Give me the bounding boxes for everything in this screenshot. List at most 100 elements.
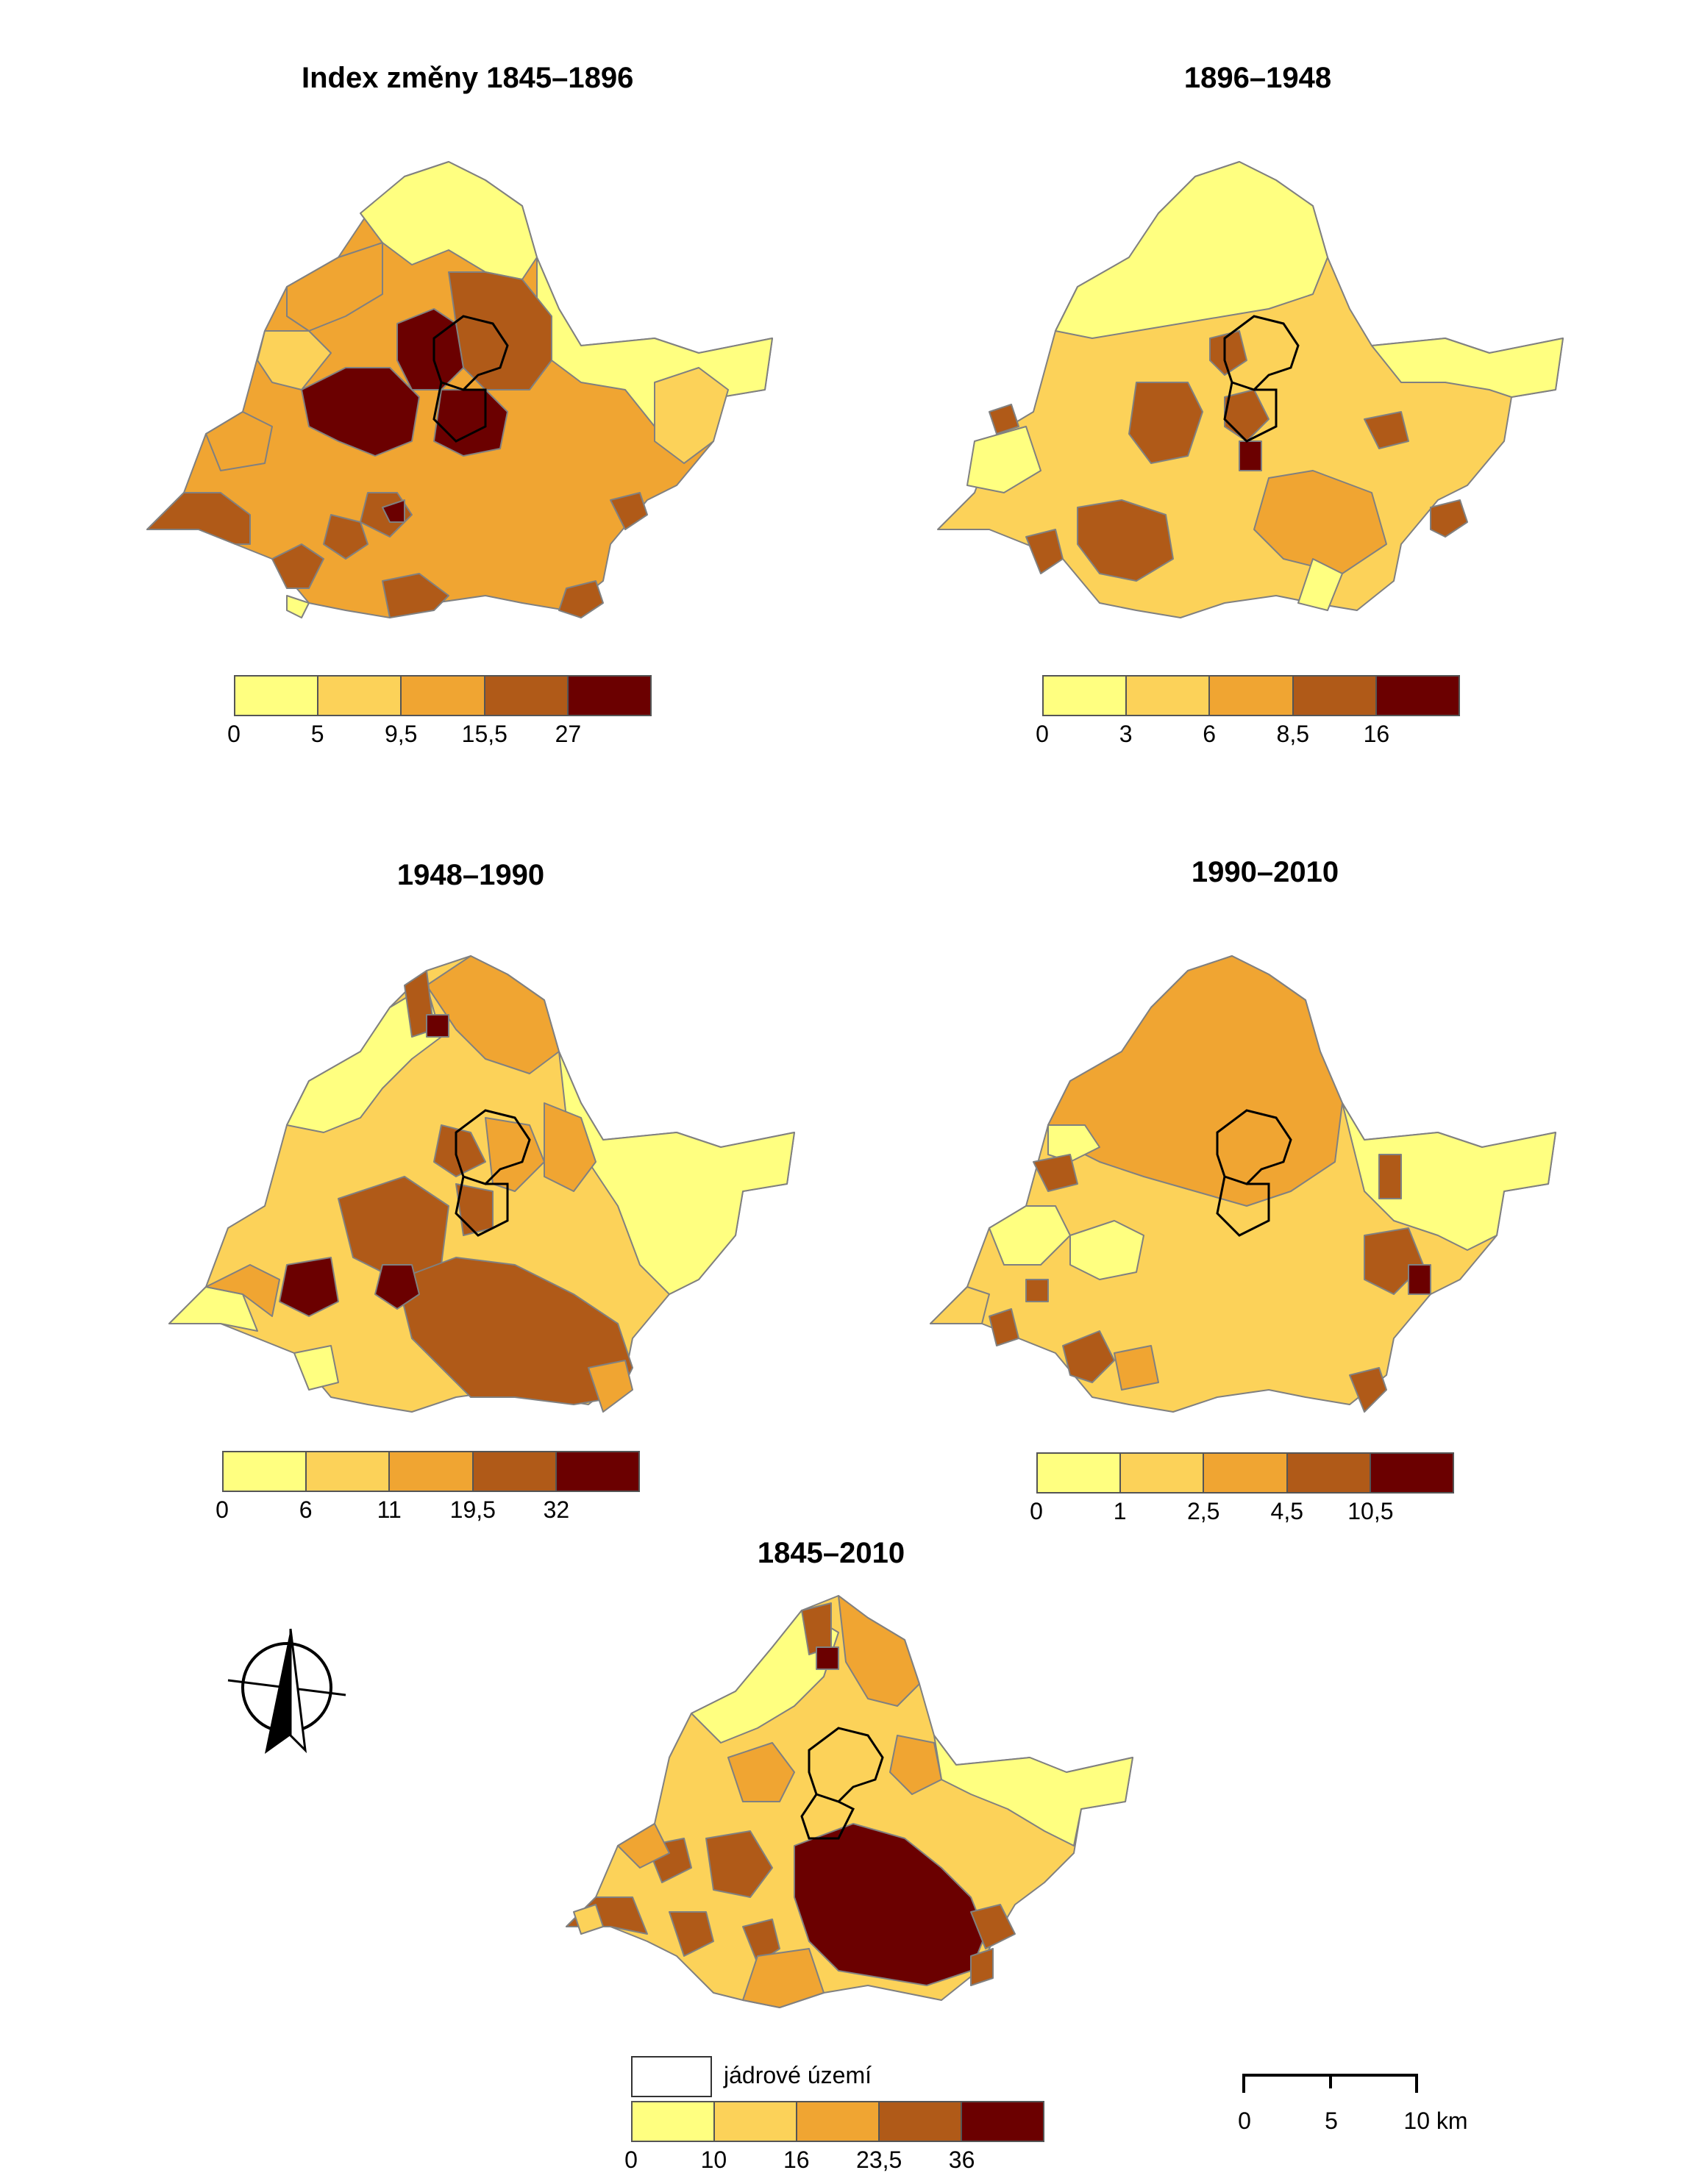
district xyxy=(617,1823,670,1869)
map-title-1948-1990: 1948–1990 xyxy=(396,859,545,891)
legend-tick: 36 xyxy=(948,2146,975,2173)
core-territory-outline xyxy=(800,1727,884,1840)
legend-swatch xyxy=(402,677,485,715)
legend-swatch xyxy=(715,2102,797,2141)
choropleth-map-1990-2010 xyxy=(930,955,1556,1413)
legend-swatch xyxy=(307,1452,391,1491)
district xyxy=(286,595,310,618)
legend-swatch xyxy=(797,2102,880,2141)
core-territory-outline xyxy=(455,1109,531,1237)
core-territory-outline xyxy=(1216,1109,1292,1237)
district xyxy=(382,573,449,618)
district xyxy=(970,1904,1016,1949)
legend-tick: 19,5 xyxy=(449,1496,496,1523)
district xyxy=(1342,1102,1556,1251)
legend-swatch xyxy=(962,2102,1043,2141)
district xyxy=(930,1286,990,1324)
district xyxy=(1408,1264,1431,1295)
district xyxy=(382,499,405,523)
legend-tick: 0 xyxy=(624,2146,638,2173)
district xyxy=(279,1257,339,1317)
choropleth-map-1845-2010 xyxy=(566,1595,1133,2008)
district xyxy=(816,1646,839,1670)
district xyxy=(1025,529,1064,574)
district xyxy=(1371,338,1564,398)
legend-swatch xyxy=(1038,1454,1122,1492)
district xyxy=(1430,499,1468,538)
legend-swatch xyxy=(1127,677,1211,715)
legend-swatch xyxy=(1121,1454,1205,1492)
district xyxy=(544,1102,597,1192)
legend-1990-2010: 0 1 2,5 4,5 10,5 xyxy=(1030,1452,1454,1527)
legend-tick: 32 xyxy=(543,1496,570,1523)
legend-tick: 15,5 xyxy=(461,721,508,747)
district xyxy=(1364,411,1409,449)
district xyxy=(1077,499,1174,582)
legend-swatch xyxy=(473,1452,557,1491)
legend-tick: 2,5 xyxy=(1186,1498,1220,1524)
district xyxy=(1025,1279,1049,1302)
legend-swatch xyxy=(1287,1454,1371,1492)
district xyxy=(989,404,1019,435)
choropleth-map-1896-1948 xyxy=(937,161,1564,618)
district xyxy=(1128,382,1203,464)
district xyxy=(426,955,560,1074)
legend-swatch xyxy=(390,1452,474,1491)
legend-tick: 6 xyxy=(1203,721,1217,747)
core-territory-swatch xyxy=(631,2056,712,2097)
district xyxy=(838,1595,920,1707)
choropleth-map-1845-1896 xyxy=(146,161,773,618)
district xyxy=(742,1948,825,2008)
district xyxy=(485,1117,545,1192)
legend-tick: 4,5 xyxy=(1270,1498,1304,1524)
legend-swatch xyxy=(1210,677,1294,715)
district xyxy=(610,492,648,530)
legend-tick: 8,5 xyxy=(1276,721,1310,747)
legend-swatch xyxy=(633,2102,715,2141)
district xyxy=(558,580,604,618)
district xyxy=(989,1308,1019,1346)
legend-1845-1896: 0 5 9,5 15,5 27 xyxy=(227,675,652,750)
legend-tick: 16 xyxy=(1363,721,1390,747)
district xyxy=(286,242,383,332)
legend-swatch xyxy=(880,2102,962,2141)
legend-swatch xyxy=(485,677,569,715)
core-territory-label: jádrové území xyxy=(724,2062,872,2088)
legend-swatch xyxy=(318,677,402,715)
district xyxy=(669,1911,714,1957)
legend-tick: 3 xyxy=(1119,721,1133,747)
district xyxy=(455,1183,494,1236)
choropleth-map-1948-1990 xyxy=(168,955,795,1413)
district xyxy=(1239,440,1262,471)
district xyxy=(205,1264,280,1317)
legend-swatch xyxy=(1370,1454,1453,1492)
district xyxy=(426,1014,449,1038)
scale-bar xyxy=(1242,2074,1418,2093)
district xyxy=(1349,1367,1387,1413)
legend-swatch xyxy=(1044,677,1128,715)
scale-label: 0 xyxy=(1238,2108,1251,2134)
legend-tick: 23,5 xyxy=(856,2146,902,2173)
legend-swatch xyxy=(1293,677,1377,715)
district xyxy=(727,1742,795,1802)
district xyxy=(271,543,324,589)
district xyxy=(705,1830,773,1898)
district xyxy=(168,1286,258,1332)
district xyxy=(1114,1345,1159,1391)
legend-swatch xyxy=(235,677,319,715)
district xyxy=(889,1735,942,1795)
legend-1896-1948: 0 3 6 8,5 16 xyxy=(1036,675,1460,750)
district xyxy=(654,367,729,464)
legend-tick: 11 xyxy=(377,1496,402,1523)
district xyxy=(573,1904,604,1935)
core-territory-outline xyxy=(1223,315,1300,443)
district xyxy=(396,308,464,390)
legend-tick: 10 xyxy=(700,2146,727,2173)
map-title-1845-1896: Index změny 1845–1896 xyxy=(302,62,634,94)
district xyxy=(360,161,538,280)
district xyxy=(1224,389,1269,442)
legend-tick: 0 xyxy=(216,1496,229,1523)
scale-label: 10 km xyxy=(1403,2108,1468,2134)
core-territory-outline xyxy=(432,315,509,443)
district xyxy=(205,411,273,471)
